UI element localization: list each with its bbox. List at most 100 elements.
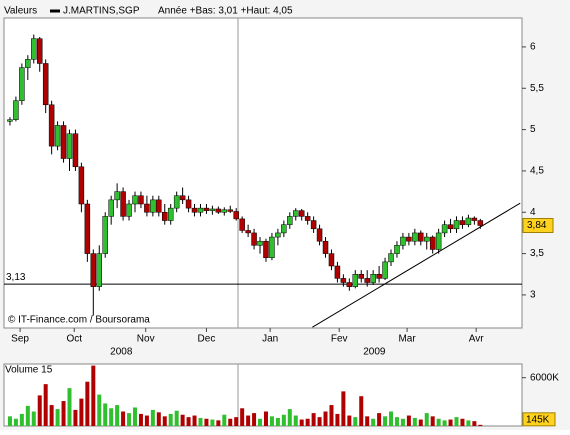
x-tick-label: Oct xyxy=(66,334,82,345)
volume-bar xyxy=(55,409,60,426)
candle-body xyxy=(418,232,424,242)
candle-body xyxy=(179,195,186,201)
candle-body xyxy=(334,265,341,279)
candle-body xyxy=(90,253,97,287)
volume-bar xyxy=(228,418,233,426)
candle-body xyxy=(310,220,317,230)
candle-body xyxy=(150,199,156,213)
candle-body xyxy=(221,209,228,213)
candle-body xyxy=(281,224,287,234)
y-tick-label: 4 xyxy=(530,207,536,218)
volume-bar xyxy=(7,416,12,426)
volume-bar xyxy=(210,419,215,426)
volume-bar xyxy=(341,391,346,426)
volume-bar xyxy=(329,405,334,426)
candle-body xyxy=(370,274,376,283)
support-label: 3,13 xyxy=(6,272,26,283)
volume-bar xyxy=(43,384,48,426)
volume-bar xyxy=(389,411,394,426)
candle-body xyxy=(167,207,174,221)
y-tick-label: 4,5 xyxy=(530,166,544,177)
volume-bar xyxy=(103,403,108,426)
volume-bar xyxy=(162,416,167,426)
volume-bar xyxy=(293,415,298,426)
candle-body xyxy=(144,203,150,213)
candle-body xyxy=(7,119,13,122)
candle-body xyxy=(31,38,37,60)
year-label: 2008 xyxy=(110,347,133,358)
candle-body xyxy=(25,59,31,68)
candle-body xyxy=(227,209,234,212)
y-tick-label: 6 xyxy=(530,42,536,53)
y-tick-label: 3 xyxy=(530,290,536,301)
volume-bar xyxy=(234,417,239,426)
volume-bar xyxy=(478,424,483,426)
last-volume-box xyxy=(522,412,556,427)
volume-bar xyxy=(174,410,179,426)
volume-bar xyxy=(97,394,102,426)
candle-body xyxy=(287,216,293,225)
volume-bar xyxy=(67,388,72,426)
volume-bar xyxy=(311,413,316,426)
candle-body xyxy=(400,236,406,246)
volume-bar xyxy=(323,411,328,426)
candle-body xyxy=(96,253,103,287)
volume-bar xyxy=(204,418,209,426)
volume-bar xyxy=(150,409,155,426)
volume-bar xyxy=(144,415,149,426)
candle-body xyxy=(138,195,144,205)
source: © IT-Finance.com / Boursorama xyxy=(8,315,150,326)
candle-body xyxy=(364,278,370,283)
y-tick-label: 5 xyxy=(530,124,536,135)
candle-body xyxy=(185,199,192,209)
y-tick-label: 5,5 xyxy=(530,83,544,94)
volume-bar xyxy=(430,416,435,426)
candle-body xyxy=(173,195,180,209)
volume-bar xyxy=(180,414,185,426)
candle-body xyxy=(340,278,347,283)
volume-bar xyxy=(240,408,245,426)
volume-bar xyxy=(460,418,465,426)
candle-body xyxy=(447,224,454,230)
candle-body xyxy=(233,211,239,220)
volume-bar xyxy=(335,413,340,426)
volume-bar xyxy=(383,416,388,426)
volume-tick-label: 6000K xyxy=(530,372,559,383)
volume-bar xyxy=(252,413,257,426)
volume-bar xyxy=(406,415,411,426)
volume-bar xyxy=(365,416,370,426)
candle-body xyxy=(263,240,269,258)
candle-body xyxy=(72,133,79,168)
candle-body xyxy=(191,207,198,213)
volume-bar xyxy=(127,413,132,426)
candle-body xyxy=(328,253,335,267)
volume-bar xyxy=(412,417,417,426)
candle-body xyxy=(13,100,19,120)
volume-bar xyxy=(287,409,292,426)
volume-bar xyxy=(454,417,459,426)
candle-body xyxy=(376,274,382,279)
candle-body xyxy=(471,217,478,221)
volume-bar xyxy=(198,417,203,426)
volume-bar xyxy=(424,413,429,426)
candle-body xyxy=(102,216,108,254)
volume-bar xyxy=(371,418,376,426)
volume-bar xyxy=(91,365,96,426)
candle-body xyxy=(459,220,466,225)
volume-bar xyxy=(353,417,358,426)
candle-body xyxy=(42,63,49,106)
candle-body xyxy=(465,217,472,225)
candle-body xyxy=(19,67,25,101)
volume-bar xyxy=(394,417,399,426)
volume-bar xyxy=(418,419,423,426)
candle-body xyxy=(275,232,281,238)
candle-body xyxy=(429,236,436,250)
candle-body xyxy=(126,203,132,217)
candle-body xyxy=(406,236,412,242)
candle-body xyxy=(453,220,460,230)
range-note: Année +Bas: 3,01 +Haut: 4,05 xyxy=(158,6,293,17)
volume-title: Volume 15 xyxy=(5,365,53,376)
volume-bar xyxy=(246,415,251,426)
candle-body xyxy=(78,166,85,205)
